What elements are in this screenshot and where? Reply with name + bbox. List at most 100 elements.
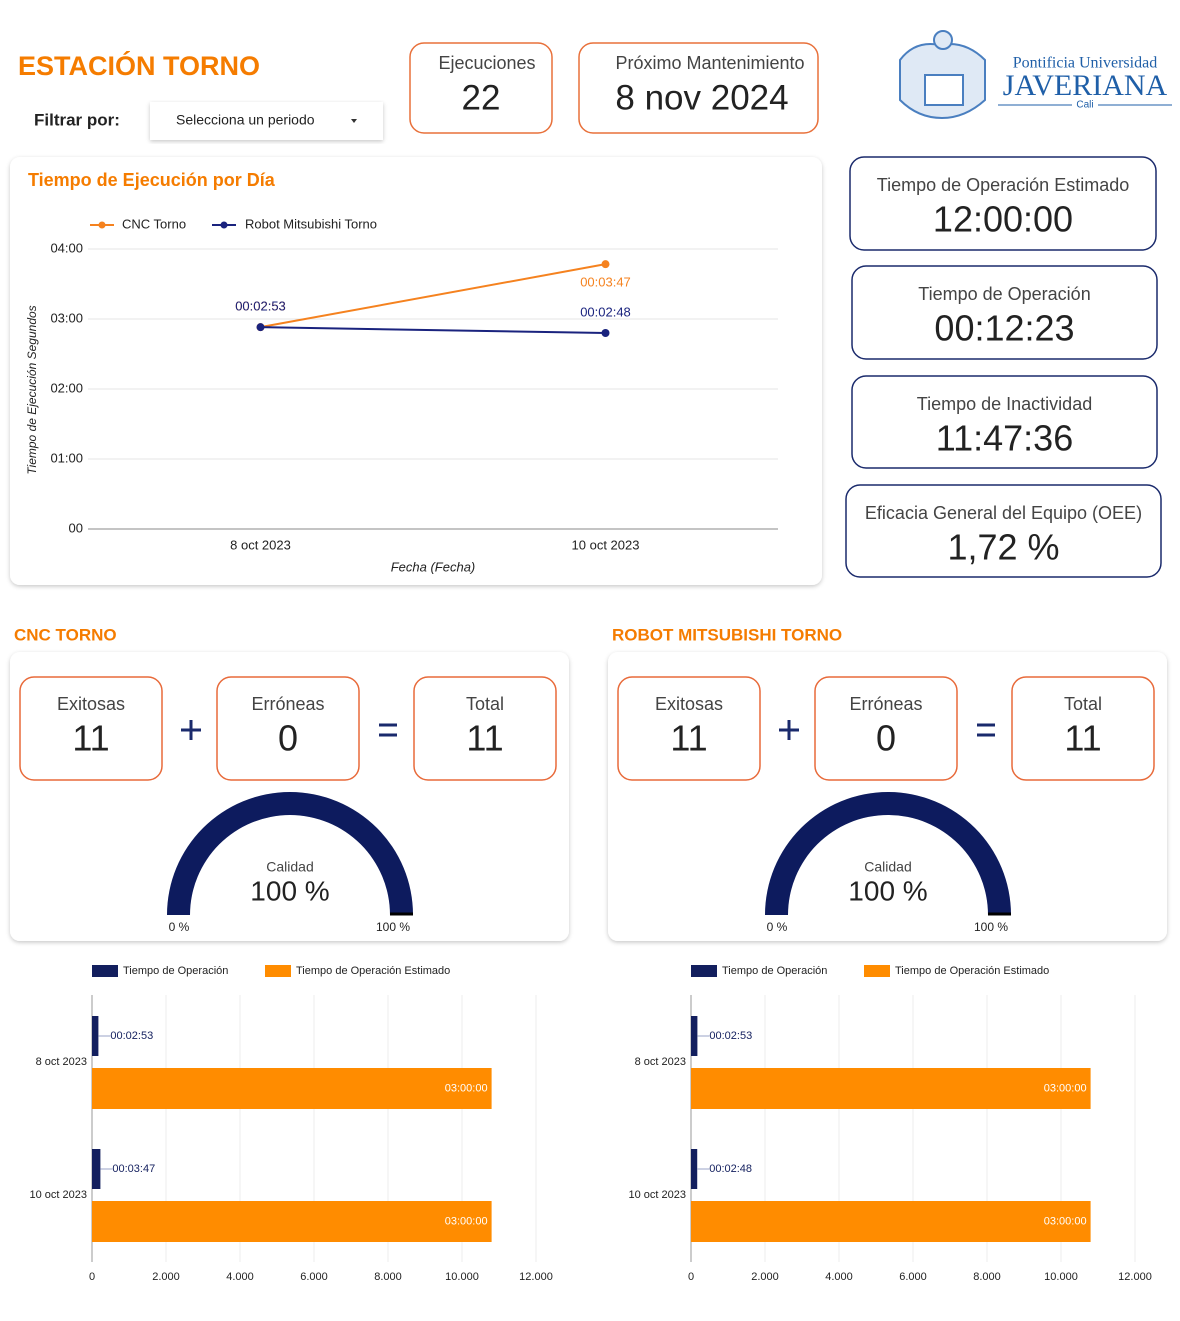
logo-crown — [933, 30, 953, 50]
x-tick-label: 10.000 — [445, 1271, 479, 1283]
x-tick-label: 8 oct 2023 — [230, 537, 291, 552]
card — [409, 42, 553, 134]
data-label: 03:00:00 — [445, 1215, 488, 1227]
data-label: 03:00:00 — [1044, 1215, 1087, 1227]
bar — [691, 1068, 1091, 1109]
logo-text: JAVERIANA — [1003, 69, 1168, 102]
x-tick-label: 2.000 — [152, 1271, 180, 1283]
counter-box — [413, 676, 557, 781]
point — [256, 323, 265, 332]
counter-value: 0 — [278, 718, 298, 759]
x-tick-label: 10 oct 2023 — [572, 537, 640, 552]
bar — [92, 1016, 99, 1056]
x-tick-label: 8.000 — [374, 1271, 402, 1283]
counter-label: Erróneas — [251, 694, 324, 714]
y-tick-label: 04:00 — [50, 240, 83, 255]
card-value: 00:12:23 — [934, 308, 1074, 349]
y-tick-label: 10 oct 2023 — [30, 1189, 88, 1201]
point — [601, 260, 610, 269]
bar — [691, 1149, 698, 1189]
dropdown-placeholder[interactable]: Selecciona un periodo — [176, 112, 315, 128]
card-label: Tiempo de Inactividad — [917, 394, 1092, 414]
y-tick-label: 03:00 — [50, 310, 83, 325]
bar — [92, 1201, 492, 1242]
x-tick-label: 12.000 — [1118, 1271, 1152, 1283]
counter-label: Erróneas — [849, 694, 922, 714]
point — [601, 329, 610, 337]
y-tick-label: 8 oct 2023 — [36, 1056, 87, 1068]
counter-label: Total — [1064, 694, 1102, 714]
counter-value: 11 — [1064, 718, 1101, 759]
card — [845, 484, 1162, 578]
section-title: ROBOT MITSUBISHI TORNO — [612, 625, 842, 644]
counter-box — [1011, 676, 1155, 781]
card-value: 22 — [462, 78, 501, 117]
x-tick-label: 4.000 — [226, 1271, 254, 1283]
legend-label: CNC Torno — [122, 216, 186, 231]
card — [578, 42, 819, 134]
bar — [92, 1068, 492, 1109]
data-label: 00:03:47 — [112, 1163, 155, 1175]
counter-box — [814, 676, 958, 781]
x-tick-label: 0 — [89, 1271, 95, 1283]
card-label: Tiempo de Operación — [918, 284, 1090, 304]
gauge-title: Calidad — [266, 859, 313, 875]
y-tick-label: 02:00 — [50, 380, 83, 395]
x-tick-label: 10.000 — [1044, 1271, 1078, 1283]
card-label: Ejecuciones — [438, 53, 535, 73]
data-label: 00:02:53 — [709, 1030, 752, 1042]
y-tick-label: 8 oct 2023 — [635, 1056, 686, 1068]
y-axis-label: Tiempo de Ejecución Segundos — [25, 305, 39, 474]
chart-card — [10, 157, 822, 585]
card — [849, 156, 1157, 251]
counter-box — [19, 676, 163, 781]
chart-title: Tiempo de Ejecución por Día — [28, 170, 276, 190]
x-tick-label: 6.000 — [899, 1271, 927, 1283]
gauge-tick-label: 100 % — [376, 920, 410, 934]
counter-box — [617, 676, 761, 781]
series-line — [260, 263, 606, 329]
data-label: 00:02:48 — [709, 1163, 752, 1175]
legend-swatch — [92, 965, 118, 977]
dropdown-box[interactable] — [150, 102, 383, 140]
gauge-value: 100 % — [250, 875, 329, 906]
x-axis-label: Fecha (Fecha) — [391, 559, 476, 574]
data-label: 00:02:53 — [110, 1030, 153, 1042]
legend-marker — [220, 221, 228, 229]
logo-text: Cali — [1076, 100, 1093, 111]
card-value: 12:00:00 — [933, 199, 1073, 240]
card — [851, 375, 1158, 469]
legend-marker — [98, 221, 106, 229]
y-tick-label: 10 oct 2023 — [629, 1189, 687, 1201]
card-label: Próximo Mantenimiento — [615, 53, 804, 73]
gauge-tick-label: 100 % — [974, 920, 1008, 934]
card-label: Tiempo de Operación Estimado — [877, 175, 1129, 195]
data-label: 03:00:00 — [1044, 1082, 1087, 1094]
counter-label: Exitosas — [655, 694, 723, 714]
counter-value: 0 — [876, 718, 896, 759]
legend-swatch — [691, 965, 717, 977]
dropdown-arrow[interactable] — [351, 119, 357, 123]
logo-text: Pontificia Universidad — [1013, 55, 1157, 72]
x-tick-label: 12.000 — [519, 1271, 553, 1283]
counter-label: Total — [466, 694, 504, 714]
data-label: 00:03:47 — [580, 275, 631, 290]
filter-dropdown[interactable]: Selecciona un periodo — [150, 102, 383, 140]
card-value: 11:47:36 — [936, 418, 1073, 459]
gauge-tick-label: 0 % — [169, 920, 190, 934]
gauge-value: 100 % — [848, 875, 927, 906]
x-tick-label: 2.000 — [751, 1271, 779, 1283]
counter-value: 11 — [466, 718, 503, 759]
legend-label: Robot Mitsubishi Torno — [245, 216, 377, 231]
legend-label: Tiempo de Operación — [123, 965, 228, 977]
y-tick-label: 00 — [69, 520, 83, 535]
data-label: 03:00:00 — [445, 1082, 488, 1094]
series-line — [260, 326, 606, 334]
section-title: CNC TORNO — [14, 625, 117, 644]
bar — [691, 1016, 698, 1056]
gauge-arc — [167, 792, 413, 915]
counter-label: Exitosas — [57, 694, 125, 714]
data-label: 00:02:53 — [235, 299, 286, 314]
gauge-tick-label: 0 % — [767, 920, 788, 934]
